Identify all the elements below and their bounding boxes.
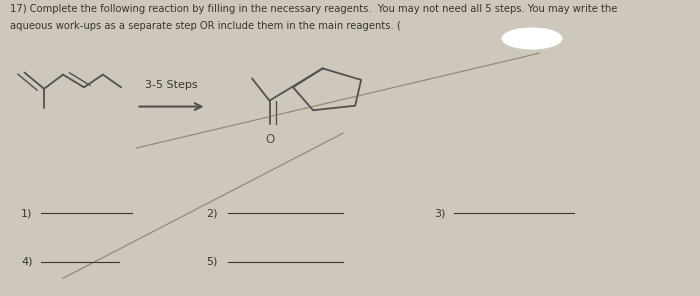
Text: 2): 2) xyxy=(206,208,218,218)
Text: 3-5 Steps: 3-5 Steps xyxy=(145,80,198,90)
Text: 1): 1) xyxy=(21,208,32,218)
Text: 3): 3) xyxy=(434,208,445,218)
Text: O: O xyxy=(265,133,274,146)
Ellipse shape xyxy=(503,28,561,49)
Text: 5): 5) xyxy=(206,257,218,267)
Text: aqueous work-ups as a separate step OR include them in the main reagents. (: aqueous work-ups as a separate step OR i… xyxy=(10,21,401,31)
Text: 4): 4) xyxy=(21,257,32,267)
Text: 17) Complete the following reaction by filling in the necessary reagents.  You m: 17) Complete the following reaction by f… xyxy=(10,4,618,15)
